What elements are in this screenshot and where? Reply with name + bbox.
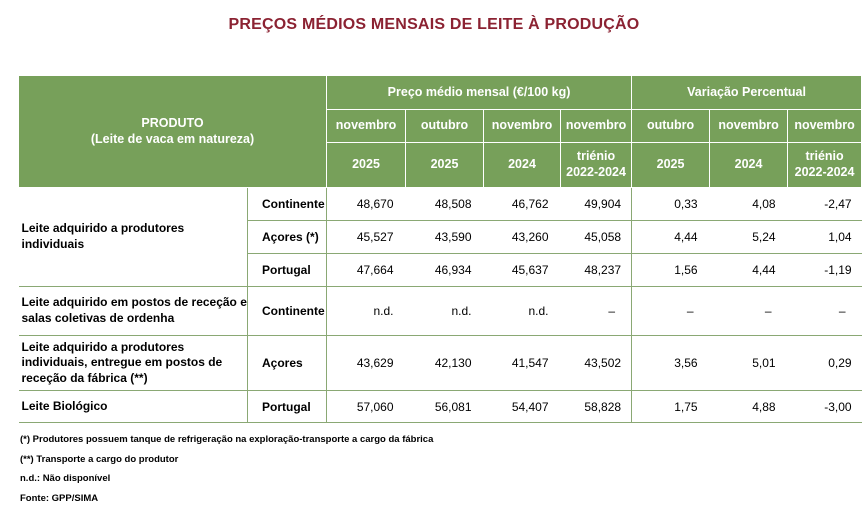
value-cell: –: [632, 287, 710, 336]
value-cell: 1,75: [632, 391, 710, 423]
value-cell: 45,058: [561, 221, 632, 254]
value-cell: 1,56: [632, 254, 710, 287]
value-cell: 54,407: [484, 391, 561, 423]
value-cell: 56,081: [406, 391, 484, 423]
value-cell: 1,04: [788, 221, 862, 254]
header-year: 2025: [632, 143, 710, 188]
value-cell: 47,664: [327, 254, 406, 287]
value-cell: 41,547: [484, 336, 561, 391]
value-cell: 4,88: [710, 391, 788, 423]
value-cell: n.d.: [327, 287, 406, 336]
header-year: 2025: [327, 143, 406, 188]
group-label: Leite adquirido a produtores individuais…: [19, 336, 248, 391]
header-month: outubro: [632, 110, 710, 143]
header-produto-sub: (Leite de vaca em natureza): [91, 132, 254, 146]
header-produto-label: PRODUTO: [141, 116, 203, 130]
header-year: 2024: [710, 143, 788, 188]
header-year: triénio 2022-2024: [561, 143, 632, 188]
value-cell: 46,934: [406, 254, 484, 287]
source-note: Fonte: GPP/SIMA: [20, 489, 433, 508]
value-cell: 42,130: [406, 336, 484, 391]
value-cell: 3,56: [632, 336, 710, 391]
footnote: (**) Transporte a cargo do produtor: [20, 450, 433, 470]
value-cell: –: [710, 287, 788, 336]
value-cell: 48,670: [327, 188, 406, 221]
region-label: Continente: [248, 287, 327, 336]
value-cell: 4,08: [710, 188, 788, 221]
value-cell: 0,33: [632, 188, 710, 221]
header-year: 2024: [484, 143, 561, 188]
page-title: PREÇOS MÉDIOS MENSAIS DE LEITE À PRODUÇÃ…: [0, 16, 868, 34]
group-label: Leite adquirido em postos de receção e s…: [19, 287, 248, 336]
header-month: novembro: [561, 110, 632, 143]
value-cell: 4,44: [632, 221, 710, 254]
value-cell: 49,904: [561, 188, 632, 221]
footnote: n.d.: Não disponível: [20, 469, 433, 489]
table-row: Leite adquirido em postos de receção e s…: [19, 287, 862, 336]
header-variacao-group: Variação Percentual: [632, 76, 862, 110]
value-cell: n.d.: [484, 287, 561, 336]
header-month: novembro: [788, 110, 862, 143]
value-cell: –: [788, 287, 862, 336]
value-cell: 43,629: [327, 336, 406, 391]
value-cell: -3,00: [788, 391, 862, 423]
table-row: Leite Biológico Portugal 57,060 56,081 5…: [19, 391, 862, 423]
header-year: 2025: [406, 143, 484, 188]
value-cell: –: [561, 287, 632, 336]
value-cell: 45,637: [484, 254, 561, 287]
header-month: novembro: [710, 110, 788, 143]
value-cell: 43,260: [484, 221, 561, 254]
footnote: (*) Produtores possuem tanque de refrige…: [20, 430, 433, 450]
region-label: Portugal: [248, 391, 327, 423]
value-cell: 57,060: [327, 391, 406, 423]
region-label: Açores: [248, 336, 327, 391]
table-row: Leite adquirido a produtores individuais…: [19, 336, 862, 391]
value-cell: 48,237: [561, 254, 632, 287]
value-cell: 46,762: [484, 188, 561, 221]
group-label: Leite Biológico: [19, 391, 248, 423]
header-month: outubro: [406, 110, 484, 143]
value-cell: n.d.: [406, 287, 484, 336]
header-year: triénio 2022-2024: [788, 143, 862, 188]
value-cell: 5,24: [710, 221, 788, 254]
header-produto: PRODUTO (Leite de vaca em natureza): [19, 76, 327, 188]
value-cell: 45,527: [327, 221, 406, 254]
value-cell: 43,502: [561, 336, 632, 391]
value-cell: 0,29: [788, 336, 862, 391]
value-cell: -2,47: [788, 188, 862, 221]
region-label: Continente: [248, 188, 327, 221]
footnotes: (*) Produtores possuem tanque de refrige…: [20, 430, 433, 508]
value-cell: 4,44: [710, 254, 788, 287]
value-cell: 5,01: [710, 336, 788, 391]
value-cell: 48,508: [406, 188, 484, 221]
header-month: novembro: [327, 110, 406, 143]
header-month: novembro: [484, 110, 561, 143]
value-cell: 43,590: [406, 221, 484, 254]
value-cell: 58,828: [561, 391, 632, 423]
region-label: Portugal: [248, 254, 327, 287]
value-cell: -1,19: [788, 254, 862, 287]
group-label: Leite adquirido a produtores individuais: [19, 188, 248, 287]
price-table: PRODUTO (Leite de vaca em natureza) Preç…: [18, 75, 862, 423]
table-row: Leite adquirido a produtores individuais…: [19, 188, 862, 221]
region-label: Açores (*): [248, 221, 327, 254]
header-preco-group: Preço médio mensal (€/100 kg): [327, 76, 632, 110]
